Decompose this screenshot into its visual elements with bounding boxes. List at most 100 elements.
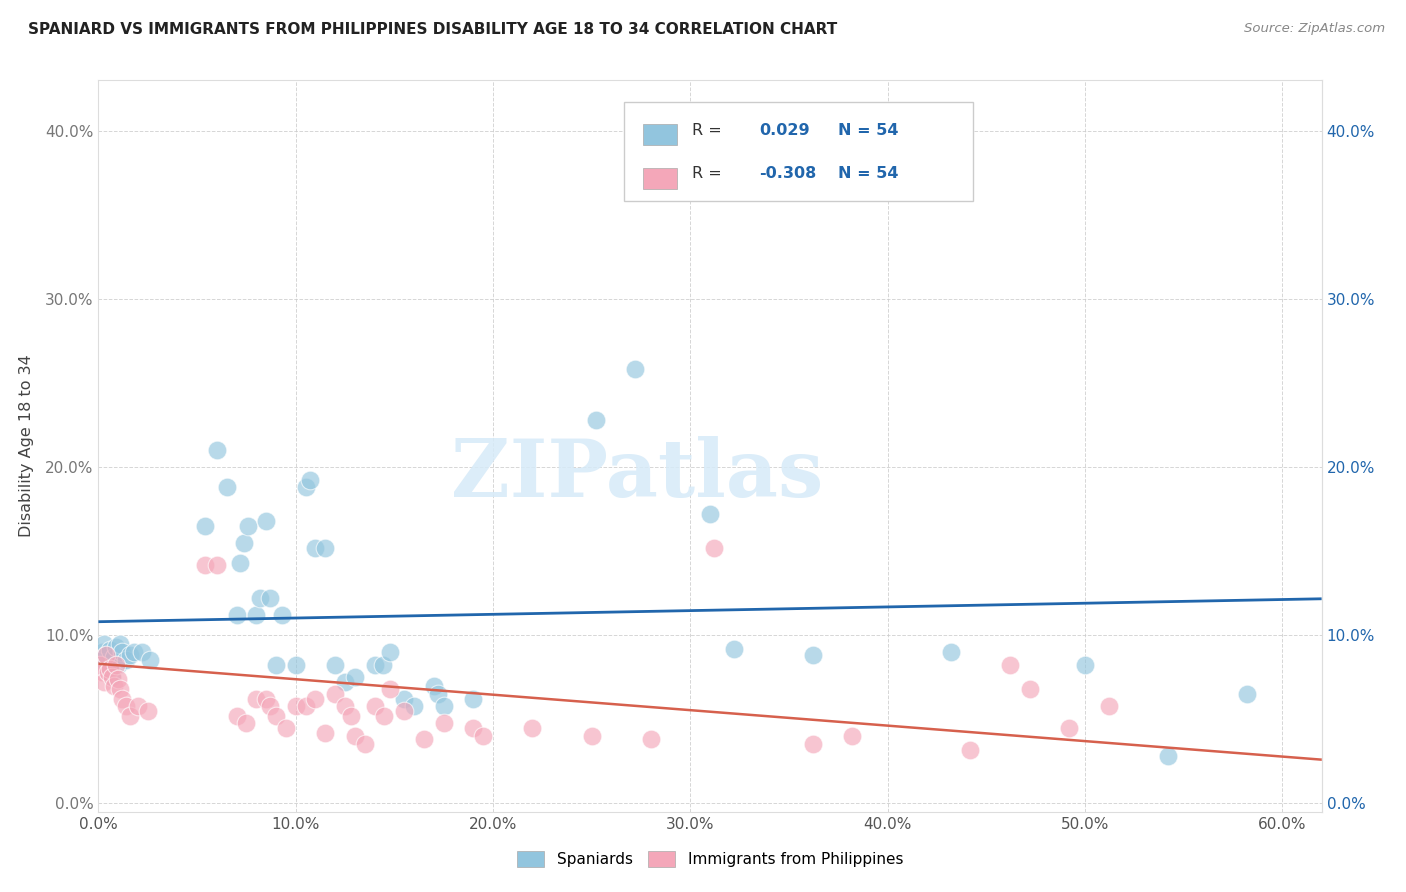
Point	[127, 698, 149, 713]
Point	[472, 729, 495, 743]
Point	[194, 558, 217, 572]
Point	[284, 658, 307, 673]
Point	[1018, 681, 1040, 696]
Point	[463, 721, 485, 735]
Point	[371, 658, 394, 673]
Point	[101, 670, 124, 684]
Point	[998, 658, 1021, 673]
Point	[111, 645, 134, 659]
Point	[294, 480, 316, 494]
Text: ZIPatlas: ZIPatlas	[450, 436, 823, 515]
Point	[254, 692, 277, 706]
Point	[1236, 687, 1258, 701]
Point	[343, 729, 366, 743]
Point	[343, 670, 366, 684]
Y-axis label: Disability Age 18 to 34: Disability Age 18 to 34	[18, 355, 34, 537]
Point	[323, 658, 346, 673]
Point	[640, 732, 662, 747]
Point	[96, 648, 118, 663]
Point	[115, 653, 138, 667]
Point	[699, 507, 721, 521]
Point	[380, 681, 402, 696]
Point	[333, 675, 356, 690]
Point	[841, 729, 863, 743]
Point	[111, 692, 134, 706]
Point	[101, 670, 124, 684]
Point	[1157, 749, 1180, 764]
Point	[103, 650, 125, 665]
Point	[107, 672, 129, 686]
Point	[225, 709, 247, 723]
Text: Source: ZipAtlas.com: Source: ZipAtlas.com	[1244, 22, 1385, 36]
Point	[131, 645, 153, 659]
Text: SPANIARD VS IMMIGRANTS FROM PHILIPPINES DISABILITY AGE 18 TO 34 CORRELATION CHAR: SPANIARD VS IMMIGRANTS FROM PHILIPPINES …	[28, 22, 838, 37]
Point	[93, 675, 115, 690]
Point	[96, 648, 118, 663]
Point	[259, 591, 281, 606]
Point	[97, 662, 120, 676]
Point	[801, 648, 824, 663]
Point	[93, 636, 115, 650]
Point	[1057, 721, 1080, 735]
Point	[404, 698, 426, 713]
Point	[98, 643, 121, 657]
Point	[939, 645, 962, 659]
Point	[353, 738, 375, 752]
Point	[1074, 658, 1097, 673]
Point	[264, 658, 287, 673]
Point	[115, 698, 138, 713]
Point	[703, 541, 725, 555]
Point	[103, 679, 125, 693]
Point	[118, 648, 141, 663]
Point	[624, 362, 647, 376]
Point	[91, 645, 114, 659]
Point	[138, 653, 160, 667]
Point	[205, 558, 228, 572]
Point	[323, 687, 346, 701]
Point	[333, 698, 356, 713]
Point	[433, 698, 456, 713]
Point	[229, 556, 252, 570]
Legend: Spaniards, Immigrants from Philippines: Spaniards, Immigrants from Philippines	[510, 846, 910, 873]
Point	[105, 658, 128, 673]
Point	[304, 692, 326, 706]
Point	[426, 687, 449, 701]
Text: 0.029: 0.029	[759, 122, 810, 137]
Point	[284, 698, 307, 713]
Point	[97, 665, 120, 680]
Point	[1097, 698, 1119, 713]
Point	[298, 474, 321, 488]
Point	[373, 709, 395, 723]
Point	[363, 698, 385, 713]
Point	[314, 725, 336, 739]
Point	[105, 640, 128, 654]
Point	[270, 607, 294, 622]
Point	[314, 541, 336, 555]
Point	[723, 641, 745, 656]
Text: R =: R =	[692, 122, 727, 137]
Point	[136, 704, 159, 718]
Point	[413, 732, 436, 747]
Point	[108, 636, 131, 650]
Point	[801, 738, 824, 752]
Point	[89, 658, 111, 673]
Point	[238, 519, 260, 533]
Point	[463, 692, 485, 706]
Point	[118, 709, 141, 723]
Point	[205, 443, 228, 458]
Point	[98, 662, 121, 676]
Point	[433, 715, 456, 730]
Point	[245, 607, 267, 622]
Point	[108, 681, 131, 696]
Point	[249, 591, 271, 606]
Point	[194, 519, 217, 533]
Point	[294, 698, 316, 713]
Point	[959, 742, 981, 756]
Point	[233, 535, 256, 549]
Point	[581, 729, 603, 743]
Point	[215, 480, 238, 494]
Point	[363, 658, 385, 673]
Point	[235, 715, 257, 730]
Point	[259, 698, 281, 713]
Point	[392, 692, 416, 706]
